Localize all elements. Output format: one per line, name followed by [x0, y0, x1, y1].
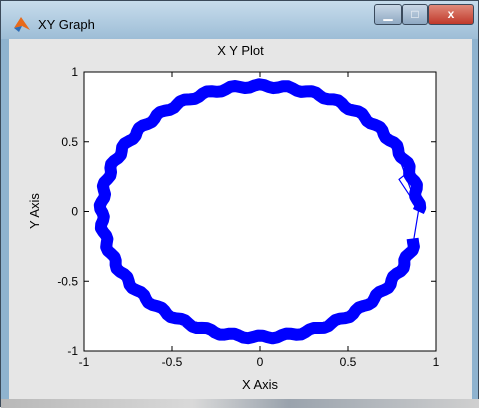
close-button[interactable]: x — [428, 4, 474, 25]
y-axis-label: Y Axis — [27, 193, 42, 229]
close-icon: x — [447, 7, 455, 21]
figure-area: X Y Plot -1 -0.5 0 0.5 1 1 0.5 0 -0.5 -1 X Axis Y… — [9, 39, 472, 399]
title-bar[interactable]: XY Graph ▁ □ x — [1, 1, 478, 39]
y-tick-label: -1 — [67, 344, 78, 358]
maximize-button[interactable]: □ — [402, 4, 428, 25]
minimize-icon: ▁ — [383, 7, 393, 21]
x-tick-label: 1 — [433, 355, 440, 369]
window-bottom-edge — [1, 399, 479, 408]
series-jump-segment — [398, 159, 419, 210]
x-tick-label: 0 — [257, 355, 264, 369]
y-tick-label: 0 — [71, 205, 78, 219]
x-tick-label: -0.5 — [162, 355, 183, 369]
x-axis-label: X Axis — [242, 377, 279, 392]
data-trace — [93, 78, 427, 345]
maximize-icon: □ — [411, 7, 419, 21]
plot-axes-box — [83, 71, 437, 352]
plot-title: X Y Plot — [217, 43, 264, 58]
y-tick-label: 1 — [71, 65, 78, 79]
window-title: XY Graph — [38, 17, 95, 32]
xy-plot: -1 -0.5 0 0.5 1 1 0.5 0 -0.5 -1 X Axis Y Axis — [27, 65, 440, 392]
y-tick-label: 0.5 — [61, 135, 78, 149]
axis-ticks: -1 -0.5 0 0.5 1 1 0.5 0 -0.5 -1 — [57, 65, 439, 369]
matlab-icon — [14, 17, 30, 32]
x-tick-label: 0.5 — [340, 355, 357, 369]
minimize-button[interactable]: ▁ — [374, 4, 402, 25]
x-tick-label: -1 — [79, 355, 90, 369]
y-tick-label: -0.5 — [57, 274, 78, 288]
series-line — [100, 85, 420, 338]
